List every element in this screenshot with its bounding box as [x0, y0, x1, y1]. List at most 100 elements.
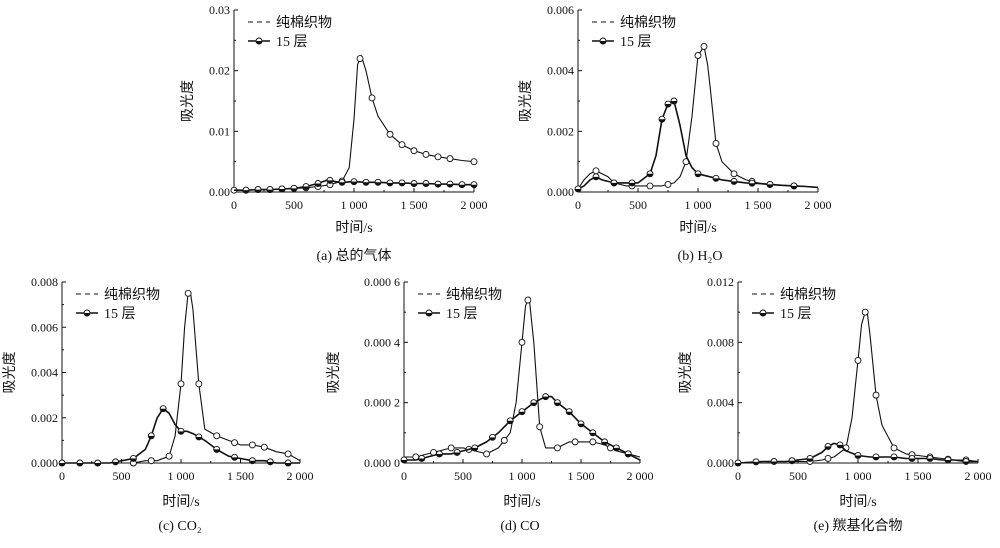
marker-half-point	[434, 180, 442, 188]
marker-open-point	[470, 158, 478, 166]
marker-half-fill	[963, 461, 969, 465]
marker-open-point	[700, 42, 708, 50]
marker-half-fill	[593, 176, 599, 180]
marker-half-point	[766, 180, 774, 188]
y-tick-label: 0.004	[31, 366, 58, 380]
legend-label: 15 层	[104, 307, 136, 322]
legend-entry-layer15: 15 层	[76, 307, 136, 322]
marker-half-point	[734, 459, 742, 467]
marker-half-point	[565, 408, 573, 416]
marker-half-point	[574, 185, 582, 193]
legend-label: 15 层	[620, 35, 652, 50]
marker-half-fill	[791, 185, 797, 189]
marker-half-point	[712, 174, 720, 182]
marker-open-point	[356, 55, 364, 62]
x-tick-label: 500	[285, 198, 303, 212]
marker-half-fill	[375, 182, 381, 186]
legend-marker-fill	[256, 41, 262, 44]
marker-half-fill	[753, 461, 759, 465]
marker-half-fill	[76, 463, 83, 467]
marker-half-point	[944, 456, 952, 464]
marker-half-fill	[671, 101, 677, 104]
legend-entry-cotton: 纯棉织物	[418, 286, 502, 303]
marker-half-point	[577, 420, 585, 428]
marker-half-fill	[454, 452, 461, 456]
x-tick-label: 0	[231, 198, 237, 212]
marker-half-point	[266, 186, 274, 194]
marker-half-point	[147, 432, 155, 440]
marker-half-point	[748, 179, 756, 187]
marker-half-point	[730, 177, 738, 185]
marker-half-point	[302, 183, 310, 190]
series-line-layer15	[234, 179, 474, 191]
marker-half-point	[530, 399, 538, 407]
marker-half-fill	[291, 188, 297, 192]
marker-half-point	[386, 179, 394, 187]
x-tick-label: 1 500	[568, 469, 595, 483]
marker-half-point	[908, 455, 916, 462]
panel-caption: (c) CO₂	[158, 519, 201, 534]
legend-entry-layer15: 15 层	[418, 307, 478, 322]
marker-half-fill	[713, 178, 719, 182]
marker-half-fill	[243, 190, 249, 194]
marker-half-fill	[629, 182, 635, 186]
marker-half-fill	[315, 183, 321, 187]
marker-half-fill	[59, 463, 65, 466]
marker-half-fill	[578, 423, 584, 427]
marker-half-fill	[566, 411, 573, 415]
marker-open-point	[518, 338, 526, 346]
x-tick-label: 1 000	[509, 469, 536, 483]
y-axis-label: 吸光度	[518, 80, 534, 122]
x-tick-label: 2 000	[965, 469, 992, 483]
y-tick-label: 0.004	[547, 64, 574, 78]
x-tick-label: 1 500	[745, 198, 772, 212]
series-line-layer15	[62, 407, 300, 464]
marker-half-point	[658, 115, 666, 123]
x-tick-label: 500	[629, 198, 647, 212]
marker-half-point	[314, 180, 322, 187]
chart-panel-d: 0 500 1 000 1 500 2 000 0.000 0 0.000 2 0.000 4…	[326, 275, 654, 534]
marker-half-fill	[735, 463, 741, 466]
marker-half-point	[410, 180, 418, 187]
marker-open-point	[386, 130, 394, 138]
marker-open-point	[890, 444, 898, 452]
x-tick-label: 500	[113, 469, 131, 483]
legend-entry-cotton: 纯棉织物	[248, 14, 332, 31]
legend-label: 纯棉织物	[276, 14, 332, 31]
marker-half-point	[962, 458, 970, 465]
marker-half-point	[518, 408, 526, 416]
marker-open-point	[571, 438, 579, 446]
marker-half-fill	[435, 184, 441, 188]
legend-label: 纯棉织物	[620, 14, 676, 31]
marker-open-point	[824, 455, 832, 462]
legend-label: 纯棉织物	[446, 286, 502, 303]
series-line-layer15	[577, 100, 819, 190]
marker-half-fill	[303, 186, 309, 190]
marker-half-fill	[249, 460, 256, 464]
marker-half-point	[195, 433, 203, 441]
marker-half-point	[610, 179, 618, 187]
marker-half-point	[471, 444, 479, 452]
marker-half-point	[790, 182, 798, 190]
legend-label: 15 层	[446, 307, 478, 322]
marker-half-point	[422, 180, 430, 187]
marker-open-point	[248, 441, 256, 449]
marker-open-point	[730, 170, 738, 178]
y-tick-label: 0.00	[209, 185, 230, 199]
x-axis-label: 时间/s	[335, 220, 372, 236]
series-line-cotton	[577, 45, 819, 190]
marker-open-point	[447, 444, 455, 452]
marker-open-point	[184, 289, 192, 297]
y-tick-label: 0.008	[707, 335, 734, 349]
panel-caption: (b) H₂O	[678, 249, 723, 264]
marker-half-fill	[749, 183, 755, 187]
marker-half-fill	[855, 455, 861, 459]
marker-half-point	[788, 457, 796, 465]
marker-half-fill	[530, 402, 537, 406]
legend-entry-layer15: 15 层	[248, 35, 308, 50]
marker-open-point	[646, 182, 654, 190]
marker-half-point	[374, 178, 382, 186]
legend-marker-fill	[760, 313, 766, 316]
panel-caption: (d) CO	[500, 519, 539, 534]
